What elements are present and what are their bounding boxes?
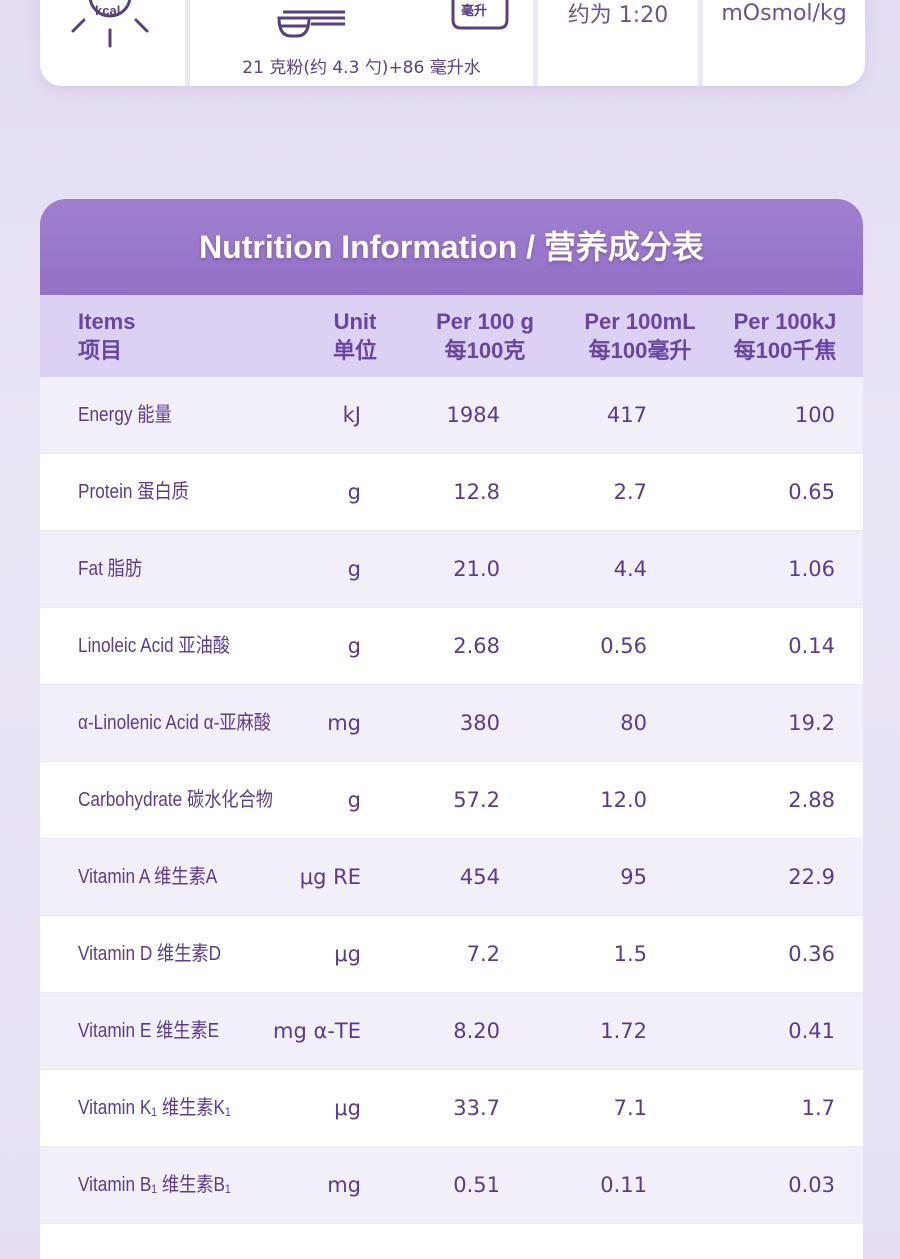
value-per-100ml: 417 — [606, 403, 647, 427]
table-row: Protein 蛋白质 g 12.8 2.7 0.65 — [40, 454, 863, 531]
nutrient-name: α-Linolenic Acid α-亚麻酸 — [78, 712, 271, 734]
value-per-100kj: 0.36 — [788, 942, 835, 966]
value-per-100g: 57.2 — [453, 788, 500, 812]
table-row — [40, 1224, 863, 1259]
table-row: Vitamin E 维生素E mg α-TE 8.20 1.72 0.41 — [40, 993, 863, 1070]
osmolality-unit: mOsmol/kg — [721, 1, 847, 26]
value-per-100ml: 80 — [620, 711, 647, 735]
value-per-100kj: 1.06 — [788, 557, 835, 581]
nutrient-name: Protein 蛋白质 — [78, 481, 189, 503]
value-per-100ml: 2.7 — [613, 480, 647, 504]
value-per-100g: 12.8 — [453, 480, 500, 504]
table-row: Fat 脂肪 g 21.0 4.4 1.06 — [40, 531, 863, 608]
value-per-100kj: 0.14 — [788, 634, 835, 658]
nutrient-unit: g — [347, 480, 361, 504]
header-per-100ml: Per 100mL 每100毫升 — [584, 309, 696, 363]
table-row: Vitamin K₁ 维生素K₁ μg 33.7 7.1 1.7 — [40, 1070, 863, 1147]
table-row: Linoleic Acid 亚油酸 g 2.68 0.56 0.14 — [40, 608, 863, 685]
table-header: Items 项目 Unit 单位 Per 100 g 每100克 Per 100… — [40, 295, 863, 377]
value-per-100g: 454 — [459, 865, 500, 889]
value-per-100ml: 0.11 — [600, 1173, 647, 1197]
cup-label: 毫升 — [461, 4, 488, 19]
divider — [185, 0, 190, 86]
value-per-100kj: 100 — [794, 403, 835, 427]
nutrient-name: Linoleic Acid 亚油酸 — [78, 635, 231, 657]
nutrient-name: Fat 脂肪 — [78, 558, 143, 580]
table-title: Nutrition Information / 营养成分表 — [40, 199, 863, 295]
nutrient-unit: g — [347, 557, 361, 581]
value-per-100kj: 0.65 — [788, 480, 835, 504]
value-per-100ml: 1.72 — [600, 1019, 647, 1043]
nutrient-unit: g — [347, 634, 361, 658]
value-per-100g: 2.68 — [453, 634, 500, 658]
ratio-cell: 约为 1:20 — [538, 0, 698, 86]
table-body: Energy 能量 kJ 1984 417 100 Protein 蛋白质 g … — [40, 377, 863, 1259]
value-per-100kj: 0.41 — [788, 1019, 835, 1043]
table-row: Vitamin B₁ 维生素B₁ mg 0.51 0.11 0.03 — [40, 1147, 863, 1224]
formula-text: 21 克粉(约 4.3 勺)+86 毫升水 — [242, 58, 481, 78]
nutrient-name: Energy 能量 — [78, 404, 172, 426]
value-per-100g: 21.0 — [453, 557, 500, 581]
header-unit: Unit 单位 — [332, 309, 377, 363]
value-per-100ml: 1.5 — [613, 942, 647, 966]
header-per-100g: Per 100 g 每100克 — [436, 309, 534, 363]
divider — [533, 0, 538, 86]
kcal-sun-icon — [71, 0, 149, 48]
value-per-100kj: 2.88 — [788, 788, 835, 812]
value-per-100kj: 19.2 — [788, 711, 835, 735]
value-per-100g: 7.2 — [466, 942, 500, 966]
header-items: Items 项目 — [78, 309, 136, 363]
nutrient-unit: μg — [334, 1096, 361, 1120]
measuring-cup-icon — [451, 0, 509, 30]
energy-cell: kcal — [40, 0, 185, 86]
nutrient-unit: kJ — [342, 403, 361, 427]
value-per-100g: 8.20 — [453, 1019, 500, 1043]
value-per-100kj: 0.03 — [788, 1173, 835, 1197]
value-per-100ml: 0.56 — [600, 634, 647, 658]
value-per-100ml: 95 — [620, 865, 647, 889]
table-row: Energy 能量 kJ 1984 417 100 — [40, 377, 863, 454]
nutrient-name: Vitamin B₁ 维生素B₁ — [78, 1174, 231, 1196]
nutrient-name: Vitamin K₁ 维生素K₁ — [78, 1097, 231, 1119]
nutrient-name: Carbohydrate 碳水化合物 — [78, 789, 274, 811]
table-row: Carbohydrate 碳水化合物 g 57.2 12.0 2.88 — [40, 762, 863, 839]
table-row: α-Linolenic Acid α-亚麻酸 mg 380 80 19.2 — [40, 685, 863, 762]
nutrient-unit: mg — [327, 1173, 361, 1197]
value-per-100g: 380 — [459, 711, 500, 735]
value-per-100g: 33.7 — [453, 1096, 500, 1120]
nutrient-unit: μg RE — [299, 865, 361, 889]
nutrition-table-card: Nutrition Information / 营养成分表 Items 项目 U… — [40, 199, 863, 1259]
value-per-100ml: 4.4 — [613, 557, 647, 581]
header-per-100kj: Per 100kJ 每100千焦 — [733, 309, 837, 363]
nutrient-name: Vitamin A 维生素A — [78, 866, 218, 888]
divider — [698, 0, 703, 86]
nutrient-unit: mg — [327, 711, 361, 735]
osmolality-cell: mOsmol/kg — [703, 0, 865, 86]
nutrient-unit: mg α-TE — [273, 1019, 361, 1043]
nutrient-name: Vitamin E 维生素E — [78, 1020, 220, 1042]
nutrient-unit: g — [347, 788, 361, 812]
nutrient-unit: μg — [334, 942, 361, 966]
value-per-100kj: 1.7 — [801, 1096, 835, 1120]
value-per-100ml: 7.1 — [613, 1096, 647, 1120]
value-per-100g: 1984 — [446, 403, 500, 427]
kcal-label: kcal — [95, 3, 121, 18]
preparation-info-card: kcal 毫升 21 克粉(约 4.3 勺)+86 毫升水 约为 1:20 mO… — [40, 0, 865, 86]
value-per-100g: 0.51 — [453, 1173, 500, 1197]
formula-cell: 毫升 21 克粉(约 4.3 勺)+86 毫升水 — [190, 0, 533, 86]
table-row: Vitamin A 维生素A μg RE 454 95 22.9 — [40, 839, 863, 916]
table-row: Vitamin D 维生素D μg 7.2 1.5 0.36 — [40, 916, 863, 993]
scoop-icon — [277, 10, 345, 38]
value-per-100kj: 22.9 — [788, 865, 835, 889]
nutrient-name: Vitamin D 维生素D — [78, 943, 222, 965]
value-per-100ml: 12.0 — [600, 788, 647, 812]
ratio-text: 约为 1:20 — [567, 3, 669, 28]
